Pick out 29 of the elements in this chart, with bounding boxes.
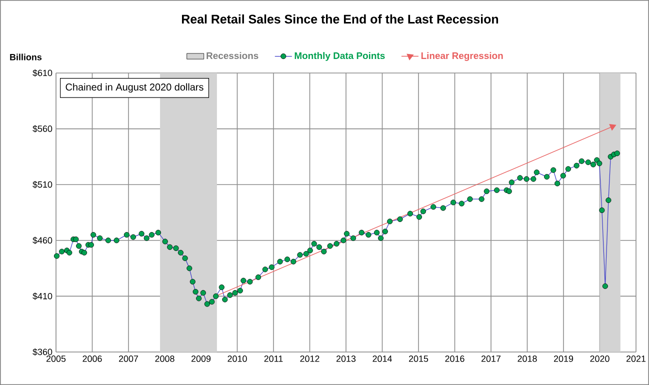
x-tick-label: 2012	[300, 356, 320, 362]
y-tick-label: $360	[32, 348, 52, 356]
x-tick-label: 2014	[372, 356, 392, 362]
x-tick-label: 2019	[554, 356, 574, 362]
x-tick-label: 2005	[46, 356, 66, 362]
y-tick-label: $460	[32, 236, 52, 244]
y-tick-label: $610	[32, 69, 52, 77]
annotation: Chained in August 2020 dollars	[66, 83, 204, 93]
x-tick-label: 2006	[82, 356, 102, 362]
x-tick-label: 2009	[191, 356, 211, 362]
chart-title: Real Retail Sales Since the End of the Last Recession	[182, 14, 498, 24]
y-tick-label: $560	[32, 125, 52, 132]
x-tick-label: 2010	[228, 356, 247, 362]
x-tick-label: 2007	[118, 356, 138, 362]
legend-label: Monthly Data Points	[294, 52, 385, 61]
y-tick-label: $410	[32, 292, 52, 300]
legend-label: Recessions	[206, 52, 258, 60]
x-tick-label: 2018	[518, 356, 537, 362]
x-tick-label: 2008	[155, 356, 174, 362]
x-tick-label: 2011	[264, 356, 283, 362]
legend-label: Linear Regression	[421, 52, 503, 61]
y-tick-label: $510	[32, 180, 52, 188]
x-tick-label: 2017	[481, 356, 501, 362]
x-tick-label: 2021	[626, 356, 646, 362]
x-tick-label: 2020	[590, 356, 610, 362]
x-tick-label: 2013	[336, 356, 356, 362]
x-tick-label: 2016	[445, 356, 464, 362]
x-tick-label: 2015	[408, 356, 428, 362]
y-axis-title: Billions	[10, 54, 42, 60]
